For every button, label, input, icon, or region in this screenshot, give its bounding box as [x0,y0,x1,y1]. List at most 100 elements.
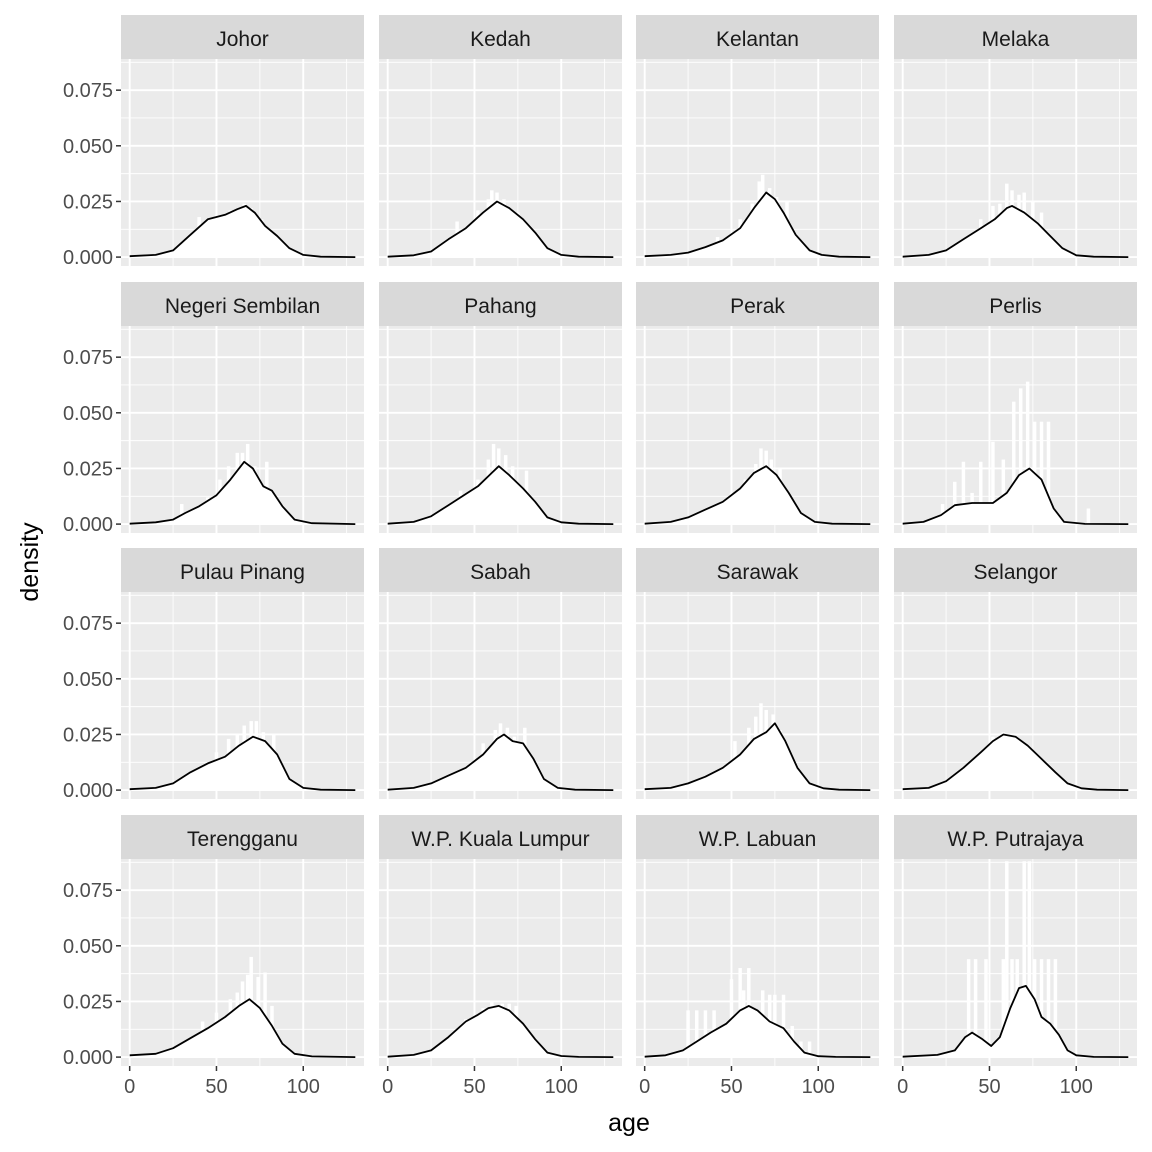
strip-background [636,282,879,326]
strip-background [894,815,1137,859]
density-line [129,998,356,1058]
strip-background [894,282,1137,326]
facet-panels: Johor Kedah Kelantan Melaka Negeri Sembilan P… [121,15,1137,1066]
histogram-bar [1046,959,1051,1058]
y-tick-label: 0.075 [63,80,113,102]
density-area [902,985,1129,1058]
strip-background [636,15,879,59]
histogram-bar [961,461,966,525]
x-tick-label: 0 [897,1076,908,1098]
strip-label: Kedah [470,28,531,51]
density-area [902,205,1129,258]
histogram-bar [1053,959,1058,1058]
density-line [387,200,614,258]
density-area [644,1005,871,1058]
strip-background [894,15,1137,59]
strip-background [121,815,364,859]
y-tick-label: 0.075 [63,347,113,369]
histogram-bar [953,481,957,525]
histogram-bar [807,1041,812,1058]
density-area [644,466,871,525]
density-line [902,205,1129,258]
histogram-bar [1086,508,1091,525]
y-tick-label: 0.000 [63,514,113,536]
density-area [387,734,614,791]
histogram-bar [1005,861,1009,1058]
x-tick-label: 50 [720,1076,742,1098]
y-tick-label: 0.075 [63,880,113,902]
strip-label: Kelantan [716,28,799,51]
x-tick-label: 0 [639,1076,650,1098]
x-axis: 0 50 100 0 50 100 0 50 100 0 50 100 [124,1066,1093,1098]
histogram-bar [1022,861,1026,1058]
strip-background [894,548,1137,592]
histogram-bar [984,959,988,1058]
y-tick-label: 0.050 [63,669,113,691]
y-tick-label: 0.050 [63,136,113,158]
strip-label: Melaka [982,28,1050,51]
histogram-bar [991,441,995,525]
facet-panel: Pulau Pinang [121,548,364,799]
histogram-bar [1001,459,1006,525]
strip-background [379,15,622,59]
strip-label: Johor [216,28,269,51]
density-area [644,723,871,791]
facet-panel: Negeri Sembilan [121,282,364,533]
y-tick-label: 0.050 [63,403,113,425]
facet-panel: Kelantan [636,15,879,266]
x-tick-label: 100 [802,1076,835,1098]
facet-panel: W.P. Kuala Lumpur [379,815,622,1066]
histogram-bar [686,1010,690,1058]
histogram-bar [979,461,983,525]
histogram-bar [1039,959,1044,1058]
facet-panel: Johor [121,15,364,266]
histogram-bar [1001,959,1006,1058]
density-line [129,735,356,791]
strip-label: Selangor [973,561,1057,584]
density-line [644,191,871,258]
histogram-bar [1027,861,1032,1058]
density-line [644,465,871,525]
y-tick-label: 0.025 [63,458,113,480]
facet-panel: Sabah [379,548,622,799]
strip-label: Perlis [989,295,1042,318]
density-area [902,734,1129,791]
strip-background [121,282,364,326]
strip-label: Sabah [470,561,531,584]
x-tick-label: 0 [382,1076,393,1098]
y-tick-label: 0.000 [63,247,113,269]
facet-panel: Perak [636,282,879,533]
strip-label: Terengganu [187,828,298,851]
strip-background [121,15,364,59]
histogram-bar [695,1010,699,1058]
density-area [644,192,871,258]
strip-background [379,548,622,592]
y-tick-label: 0.050 [63,936,113,958]
x-tick-label: 50 [978,1076,1000,1098]
histogram-bar [703,1010,708,1058]
density-line [902,467,1129,525]
x-axis-title: age [608,1109,650,1137]
density-line [902,985,1129,1058]
facet-panel: Terengganu [121,815,364,1066]
x-tick-label: 100 [545,1076,578,1098]
density-line [644,722,871,791]
y-tick-label: 0.075 [63,613,113,635]
strip-background [379,815,622,859]
density-area [902,468,1129,525]
strip-label: Negeri Sembilan [165,295,320,318]
strip-label: Sarawak [717,561,799,584]
density-area [129,736,356,791]
density-area [387,466,614,525]
strip-label: W.P. Labuan [699,828,817,851]
density-line [387,465,614,525]
x-tick-label: 50 [205,1076,227,1098]
facet-panel: Perlis [894,282,1137,533]
histogram-bar [1039,421,1044,525]
facet-panel: Sarawak [636,548,879,799]
histogram-bar [1012,401,1016,525]
density-line [387,733,614,791]
strip-background [636,548,879,592]
density-line [387,1005,614,1058]
